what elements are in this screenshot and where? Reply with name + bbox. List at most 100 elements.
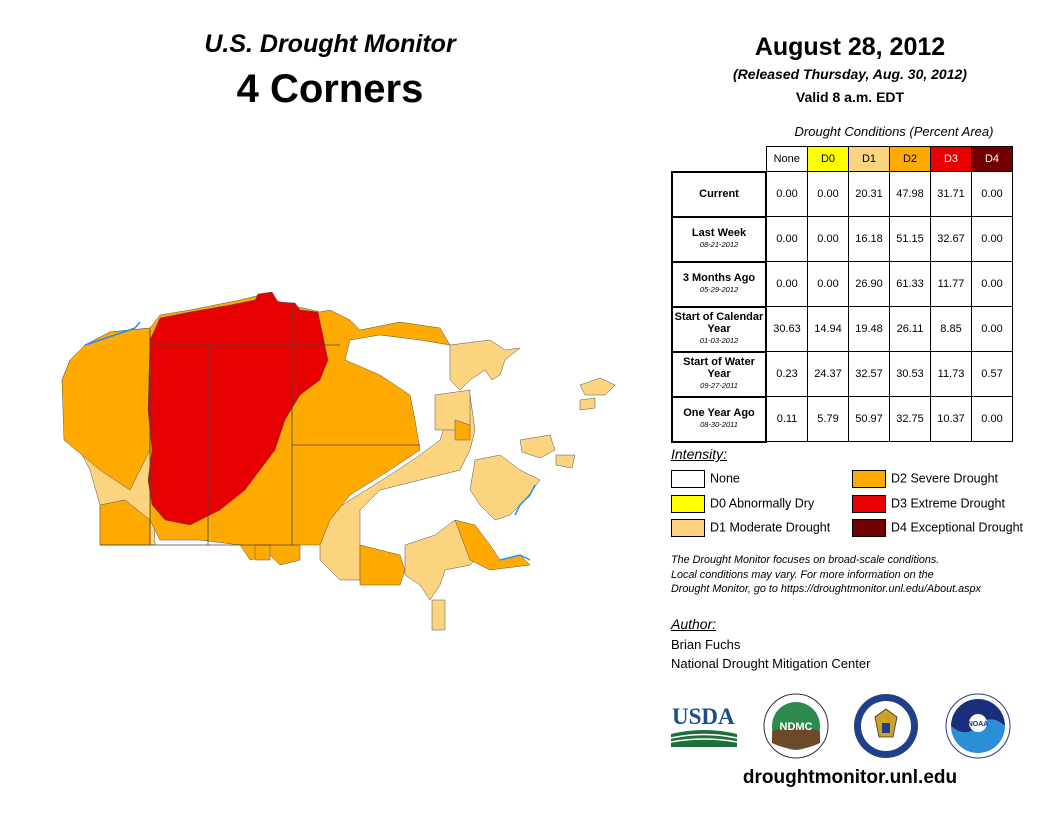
cell-value: 26.90 [848, 261, 890, 307]
ndmc-logo-text: NDMC [780, 721, 813, 733]
column-header-d2: D2 [889, 146, 931, 172]
note-line: Local conditions may vary. For more info… [671, 568, 934, 581]
row-date: 08-21-2012 [699, 240, 739, 249]
table-row: Current 0.00 0.00 20.31 47.98 31.71 0.00 [671, 170, 1013, 218]
cell-value: 14.94 [807, 306, 849, 352]
column-header-none: None [765, 146, 808, 172]
legend-swatch [852, 519, 886, 537]
cell-value: 32.67 [930, 216, 972, 262]
row-label: Start of Water Year 09-27-2011 [671, 350, 767, 398]
usda-logo: USDA [671, 704, 737, 747]
legend-label: D4 Exceptional Drought [891, 520, 1024, 535]
row-label-text: One Year Ago [683, 407, 755, 419]
date-title: August 28, 2012 [754, 33, 946, 61]
row-label: Last Week 08-21-2012 [671, 215, 767, 263]
row-label-text: 3 Months Ago [682, 272, 756, 284]
cell-value: 19.48 [848, 306, 890, 352]
cell-value: 47.98 [889, 171, 931, 217]
cell-value: 10.37 [930, 396, 972, 442]
column-header-d0: D0 [807, 146, 849, 172]
note-line: The Drought Monitor focuses on broad-sca… [671, 554, 940, 566]
region-title: 4 Corners [236, 67, 424, 111]
row-label-text: Start of Calendar Year [674, 311, 764, 335]
cell-value: 30.63 [765, 306, 808, 352]
cell-value: 0.00 [765, 261, 808, 307]
cell-value: 0.00 [971, 306, 1013, 352]
valid-time: Valid 8 a.m. EDT [795, 89, 905, 105]
author-name: Brian Fuchs [671, 637, 741, 652]
map-boundaries [100, 305, 420, 546]
legend-swatch [852, 495, 886, 513]
cell-value: 0.00 [765, 171, 808, 217]
row-date: 09-27-2011 [700, 381, 738, 390]
release-date: (Released Thursday, Aug. 30, 2012) [733, 66, 967, 82]
cell-value: 0.00 [807, 171, 849, 217]
commerce-seal-logo [854, 694, 918, 758]
cell-value: 24.37 [807, 351, 849, 397]
map-d3-extreme-areas [147, 291, 329, 526]
cell-value: 0.23 [765, 351, 808, 397]
cell-value: 0.57 [971, 351, 1013, 397]
map-title: U.S. Drought Monitor [204, 30, 456, 58]
row-label-text: Current [699, 188, 739, 200]
table-row: 3 Months Ago 05-29-2012 0.00 0.00 26.90 6… [671, 260, 1013, 308]
noaa-logo-text: NOAA [968, 721, 989, 728]
disclaimer-note: The Drought Monitor focuses on broad-sca… [671, 553, 1041, 597]
table-header-row: None D0 D1 D2 D3 D4 [672, 146, 1013, 172]
row-label: 3 Months Ago 05-29-2012 [671, 260, 767, 308]
cell-value: 16.18 [848, 216, 890, 262]
website-url: droughtmonitor.unl.edu [742, 767, 958, 788]
row-label: One Year Ago 08-30-2011 [671, 395, 767, 443]
table-row: Start of Water Year 09-27-2011 0.23 24.37… [671, 350, 1013, 398]
cell-value: 0.11 [765, 396, 808, 442]
column-header-d3: D3 [930, 146, 972, 172]
row-date: 05-29-2012 [699, 285, 739, 294]
legend-item-d2: D2 Severe Drought [852, 470, 998, 488]
cell-value: 0.00 [807, 216, 849, 262]
table-row: Start of Calendar Year 01-03-2012 30.63 1… [671, 305, 1013, 353]
table-row: One Year Ago 08-30-2011 0.11 5.79 50.97 3… [671, 395, 1013, 443]
cell-value: 32.75 [889, 396, 931, 442]
table-corner [672, 147, 766, 172]
cell-value: 0.00 [765, 216, 808, 262]
legend-title: Intensity: [671, 446, 728, 462]
legend-swatch [671, 495, 705, 513]
cell-value: 61.33 [889, 261, 931, 307]
note-line: Drought Monitor, go to https://droughtmo… [671, 583, 981, 595]
legend-item-d1: D1 Moderate Drought [671, 519, 830, 537]
legend-item-d4: D4 Exceptional Drought [852, 519, 1023, 537]
row-label: Start of Calendar Year 01-03-2012 [671, 305, 767, 353]
noaa-logo: NOAA [945, 693, 1011, 759]
row-date: 01-03-2012 [699, 336, 739, 345]
column-header-d4: D4 [971, 146, 1013, 172]
cell-value: 20.31 [848, 171, 890, 217]
cell-value: 50.97 [848, 396, 890, 442]
legend-label: D1 Moderate Drought [710, 520, 831, 535]
cell-value: 0.00 [971, 216, 1013, 262]
table-caption: Drought Conditions (Percent Area) [794, 124, 994, 139]
cell-value: 8.85 [930, 306, 972, 352]
legend-swatch [852, 470, 886, 488]
cell-value: 0.00 [971, 261, 1013, 307]
cell-value: 5.79 [807, 396, 849, 442]
column-header-d1: D1 [848, 146, 890, 172]
author-organization: National Drought Mitigation Center [671, 656, 871, 671]
legend-item-d0: D0 Abnormally Dry [671, 495, 814, 513]
legend-label: D0 Abnormally Dry [710, 496, 815, 511]
table-row: Last Week 08-21-2012 0.00 0.00 16.18 51.1… [671, 215, 1013, 263]
ndmc-logo: NDMC [763, 693, 829, 759]
row-date: 08-30-2011 [700, 420, 738, 429]
legend-label: D2 Severe Drought [891, 471, 999, 486]
usda-logo-text: USDA [672, 704, 735, 729]
cell-value: 0.00 [971, 171, 1013, 217]
cell-value: 32.57 [848, 351, 890, 397]
cell-value: 11.77 [930, 261, 972, 307]
drought-map [61, 291, 616, 631]
cell-value: 26.11 [889, 306, 931, 352]
author-title: Author: [671, 616, 717, 632]
legend-item-none: None [671, 470, 740, 488]
cell-value: 31.71 [930, 171, 972, 217]
cell-value: 0.00 [807, 261, 849, 307]
legend-label: None [710, 471, 740, 486]
cell-value: 0.00 [971, 396, 1013, 442]
